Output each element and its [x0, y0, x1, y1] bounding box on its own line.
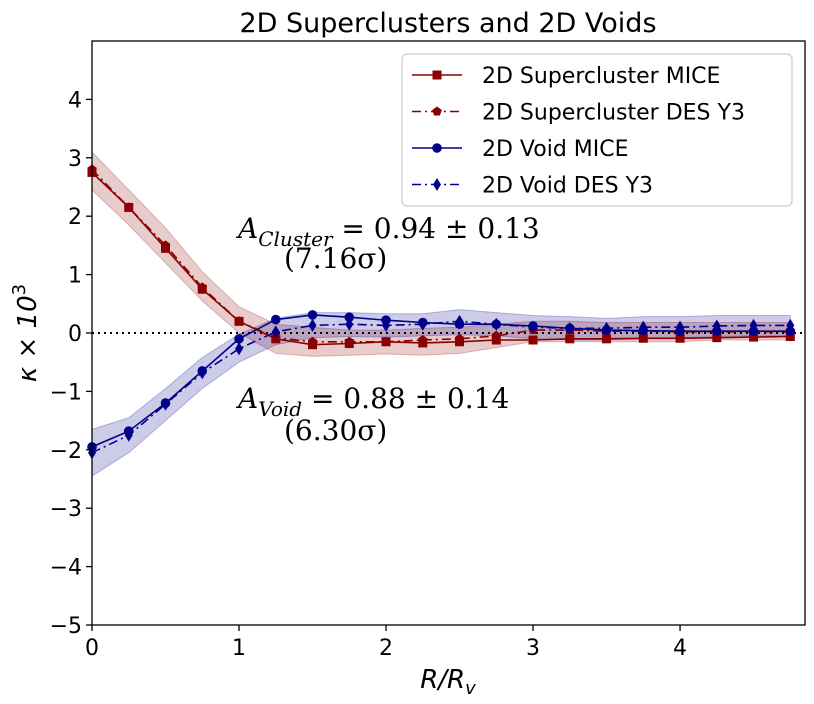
- x-tick-label: 4: [673, 636, 687, 661]
- annotation-void-sub: Void: [258, 397, 302, 421]
- marker-s1-p4: [234, 316, 244, 326]
- x-tick-label: 2: [379, 636, 393, 661]
- marker-s3-p9: [418, 317, 427, 331]
- annotation-cluster-prefix: A: [235, 212, 258, 245]
- marker-s3-p11: [492, 317, 501, 331]
- annotation-void-prefix: A: [235, 382, 258, 415]
- marker-s3-p5: [271, 325, 280, 339]
- marker-s3-p13: [565, 321, 574, 335]
- marker-s0-p18: [749, 332, 759, 342]
- legend-label-3: 2D Void DES Y3: [482, 174, 653, 199]
- x-tick-label: 0: [85, 636, 99, 661]
- legend-box: [401, 53, 793, 207]
- chart-title: 2D Superclusters and 2D Voids: [239, 8, 656, 39]
- legend-label-0: 2D Supercluster MICE: [482, 64, 720, 89]
- legend-marker-1: [432, 106, 442, 116]
- y-tick-label: 0: [68, 322, 82, 347]
- marker-s3-p18: [749, 318, 758, 332]
- x-tick-label: 3: [526, 636, 540, 661]
- marker-s3-p16: [676, 320, 685, 334]
- marker-s0-p14: [602, 334, 612, 344]
- marker-s3-p10: [455, 314, 464, 328]
- y-tick-label: 3: [68, 147, 82, 172]
- marker-s3-p12: [529, 320, 538, 334]
- series-line-3: [91, 320, 791, 454]
- marker-s1-p1: [124, 202, 134, 212]
- marker-s3-p6: [308, 318, 317, 332]
- y-tick-label: −1: [50, 380, 82, 405]
- marker-s1-p2: [160, 240, 171, 250]
- y-tick-label: −5: [50, 614, 82, 639]
- marker-s3-p19: [786, 318, 795, 332]
- y-tick-label: 2: [68, 205, 82, 230]
- marker-s0-p12: [528, 335, 538, 345]
- marker-s3-p4: [235, 342, 244, 356]
- marker-s0-p17: [712, 333, 722, 343]
- x-tick-label: 1: [232, 636, 246, 661]
- annotation-void: AVoid = 0.88 ± 0.14: [235, 382, 509, 421]
- marker-s2-p5: [270, 314, 281, 325]
- legend-items: 2D Supercluster MICE 2D Supercluster DES …: [412, 64, 745, 199]
- y-axis-title-sup: 3: [9, 284, 30, 295]
- legend: 2D Supercluster MICE 2D Supercluster DES …: [401, 53, 793, 207]
- marker-s3-p7: [345, 317, 354, 331]
- marker-s3-p15: [639, 320, 648, 334]
- marker-s1-p7: [344, 336, 354, 346]
- legend-label-1: 2D Supercluster DES Y3: [482, 101, 745, 126]
- y-axis-title: κ × 103: [9, 284, 43, 382]
- legend-marker-2: [432, 143, 442, 153]
- marker-s0-p15: [638, 333, 648, 343]
- series-lines: [91, 168, 791, 454]
- annotation-void-value: = 0.88 ± 0.14: [302, 382, 509, 415]
- marker-s1-p6: [307, 336, 318, 346]
- marker-s1-p10: [454, 333, 465, 343]
- y-tick-label: −3: [50, 497, 82, 522]
- legend-marker-3: [433, 178, 441, 191]
- legend-label-2: 2D Void MICE: [482, 137, 629, 162]
- y-tick-label: −2: [50, 439, 82, 464]
- marker-s0-p16: [675, 333, 685, 343]
- marker-s0-p13: [565, 334, 575, 344]
- y-tick-label: −4: [50, 556, 82, 581]
- marker-s3-p3: [198, 366, 207, 380]
- marker-s1-p9: [418, 335, 428, 345]
- annotation-cluster-value: = 0.94 ± 0.13: [333, 212, 540, 245]
- x-axis-title: R/Rv: [420, 665, 476, 699]
- marker-s3-p1: [124, 428, 133, 442]
- x-axis-title-sub: v: [465, 678, 476, 699]
- x-axis-title-main: R/R: [420, 665, 465, 695]
- annotation-cluster: ACluster = 0.94 ± 0.13: [235, 212, 540, 251]
- marker-s2-p6: [307, 310, 318, 320]
- marker-s3-p8: [382, 318, 391, 332]
- marker-s0-p11: [491, 335, 501, 345]
- legend-marker-0: [432, 70, 442, 80]
- marker-s0-p19: [785, 332, 795, 342]
- x-axis-ticks: 0 1 2 3 4: [85, 625, 687, 661]
- y-axis-ticks: −5 −4 −3 −2 −1 0 1 2 3 4: [50, 88, 92, 639]
- marker-s1-p3: [197, 282, 207, 292]
- annotation-void-sigma: (6.30σ): [284, 414, 387, 447]
- y-tick-label: 1: [68, 264, 82, 289]
- marker-s3-p14: [602, 321, 611, 335]
- marker-s1-p8: [381, 336, 391, 346]
- y-tick-label: 4: [68, 88, 82, 113]
- series-line-0: [91, 171, 791, 346]
- marker-s1-p11: [491, 330, 501, 340]
- annotation-cluster-sigma: (7.16σ): [284, 242, 387, 275]
- marker-s2-p4: [234, 334, 244, 344]
- marker-s3-p2: [161, 397, 170, 411]
- y-axis-title-group: κ × 103: [9, 284, 43, 382]
- y-axis-title-main: κ × 10: [13, 295, 43, 382]
- marker-s3-p17: [712, 319, 721, 333]
- annotation-cluster-sub: Cluster: [258, 227, 334, 251]
- marker-s2-p7: [344, 312, 355, 323]
- series-markers: [87, 164, 796, 460]
